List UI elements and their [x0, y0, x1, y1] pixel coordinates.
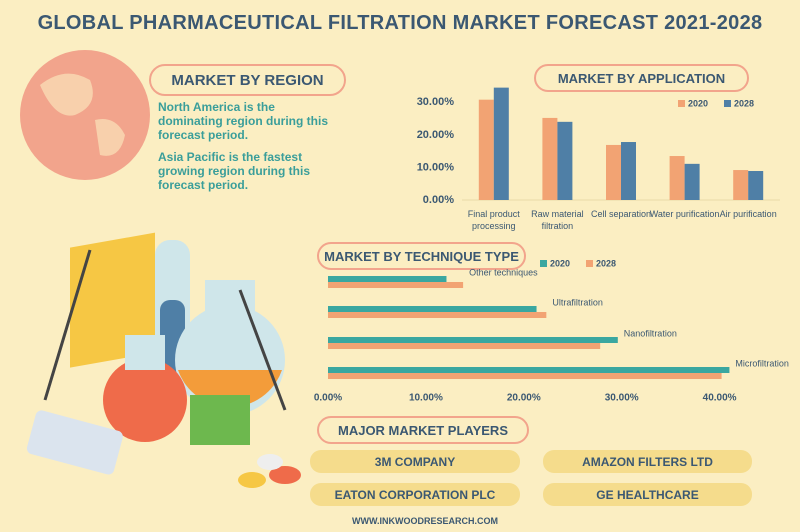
category-label: Ultrafiltration	[552, 297, 603, 307]
y-tick-label: 10.00%	[417, 161, 455, 173]
bar	[328, 343, 601, 349]
box	[70, 232, 155, 368]
bar	[557, 121, 573, 200]
heading: MARKET BY APPLICATION	[557, 71, 726, 86]
category-label: Other techniques	[469, 267, 538, 277]
y-tick-label: 30.00%	[417, 96, 455, 108]
heading-pill	[317, 242, 526, 270]
x-tick-label: Final product processing	[467, 209, 520, 231]
player-pill	[543, 450, 752, 473]
x-tick-label: Water purification	[649, 209, 720, 219]
bar	[328, 282, 464, 288]
footer: WWW.INKWOODRESEARCH.COM	[352, 516, 498, 526]
bar	[669, 156, 685, 200]
player: 3M COMPANY	[374, 455, 456, 469]
player-pill	[543, 483, 752, 506]
green-box	[190, 395, 250, 445]
pill	[238, 472, 266, 488]
bar	[328, 276, 447, 282]
category-label: Nanofiltration	[624, 328, 677, 338]
legend-label: 2020	[550, 258, 570, 268]
bar	[478, 99, 494, 200]
flask-neck	[205, 280, 255, 320]
x-tick-label: 40.00%	[703, 393, 737, 404]
legend-label: 2020	[688, 98, 708, 108]
round-flask	[103, 358, 187, 442]
legend-label: 2028	[734, 98, 754, 108]
paragraph: North America is the dominating region d…	[158, 100, 328, 142]
bar	[733, 170, 749, 200]
x-tick-label: 20.00%	[507, 393, 541, 404]
round-flask-neck	[125, 335, 165, 370]
heading-pill	[534, 64, 749, 92]
legend-swatch	[678, 100, 685, 107]
x-tick-label: 30.00%	[605, 393, 639, 404]
bar	[542, 117, 558, 200]
y-tick-label: 20.00%	[417, 129, 455, 141]
pills	[26, 410, 123, 475]
legend-swatch	[586, 260, 593, 267]
bar	[684, 163, 700, 200]
heading: MARKET BY REGION	[171, 72, 324, 89]
bar	[328, 312, 547, 318]
ladder	[238, 289, 287, 411]
player-pill	[310, 483, 520, 506]
x-tick-label: 10.00%	[409, 393, 443, 404]
category-label: Microfiltration	[735, 358, 789, 368]
pill	[269, 466, 301, 484]
bar	[328, 337, 618, 343]
paragraph: Asia Pacific is the fastest growing regi…	[158, 150, 310, 192]
x-tick-label: 0.00%	[314, 393, 342, 404]
legend-label: 2028	[596, 258, 616, 268]
pill	[257, 454, 283, 470]
bar	[621, 142, 636, 200]
x-tick-label: Raw material filtration	[531, 209, 584, 231]
player-pill	[310, 450, 520, 473]
globe	[20, 50, 150, 180]
y-tick-label: 0.00%	[423, 194, 454, 206]
legend-swatch	[724, 100, 731, 107]
bar	[606, 144, 621, 200]
bar	[328, 306, 537, 312]
heading: MAJOR MARKET PLAYERS	[338, 423, 508, 438]
legend-swatch	[540, 260, 547, 267]
player: GE HEALTHCARE	[596, 488, 699, 502]
bar	[328, 367, 730, 373]
bar	[493, 87, 509, 200]
x-tick-label: Cell separation	[590, 209, 652, 219]
player: AMAZON FILTERS LTD	[582, 455, 713, 469]
heading-pill	[317, 416, 529, 444]
title: GLOBAL PHARMACEUTICAL FILTRATION MARKET …	[37, 12, 763, 34]
globe-land	[40, 73, 125, 156]
heading-pill	[149, 64, 346, 96]
bar	[748, 171, 764, 200]
player: EATON CORPORATION PLC	[334, 488, 496, 502]
illustration	[20, 50, 301, 488]
heading: MARKET BY TECHNIQUE TYPE	[324, 249, 519, 264]
x-tick-label: Air purification	[719, 209, 777, 219]
bar	[328, 373, 722, 379]
ladder	[43, 249, 92, 401]
